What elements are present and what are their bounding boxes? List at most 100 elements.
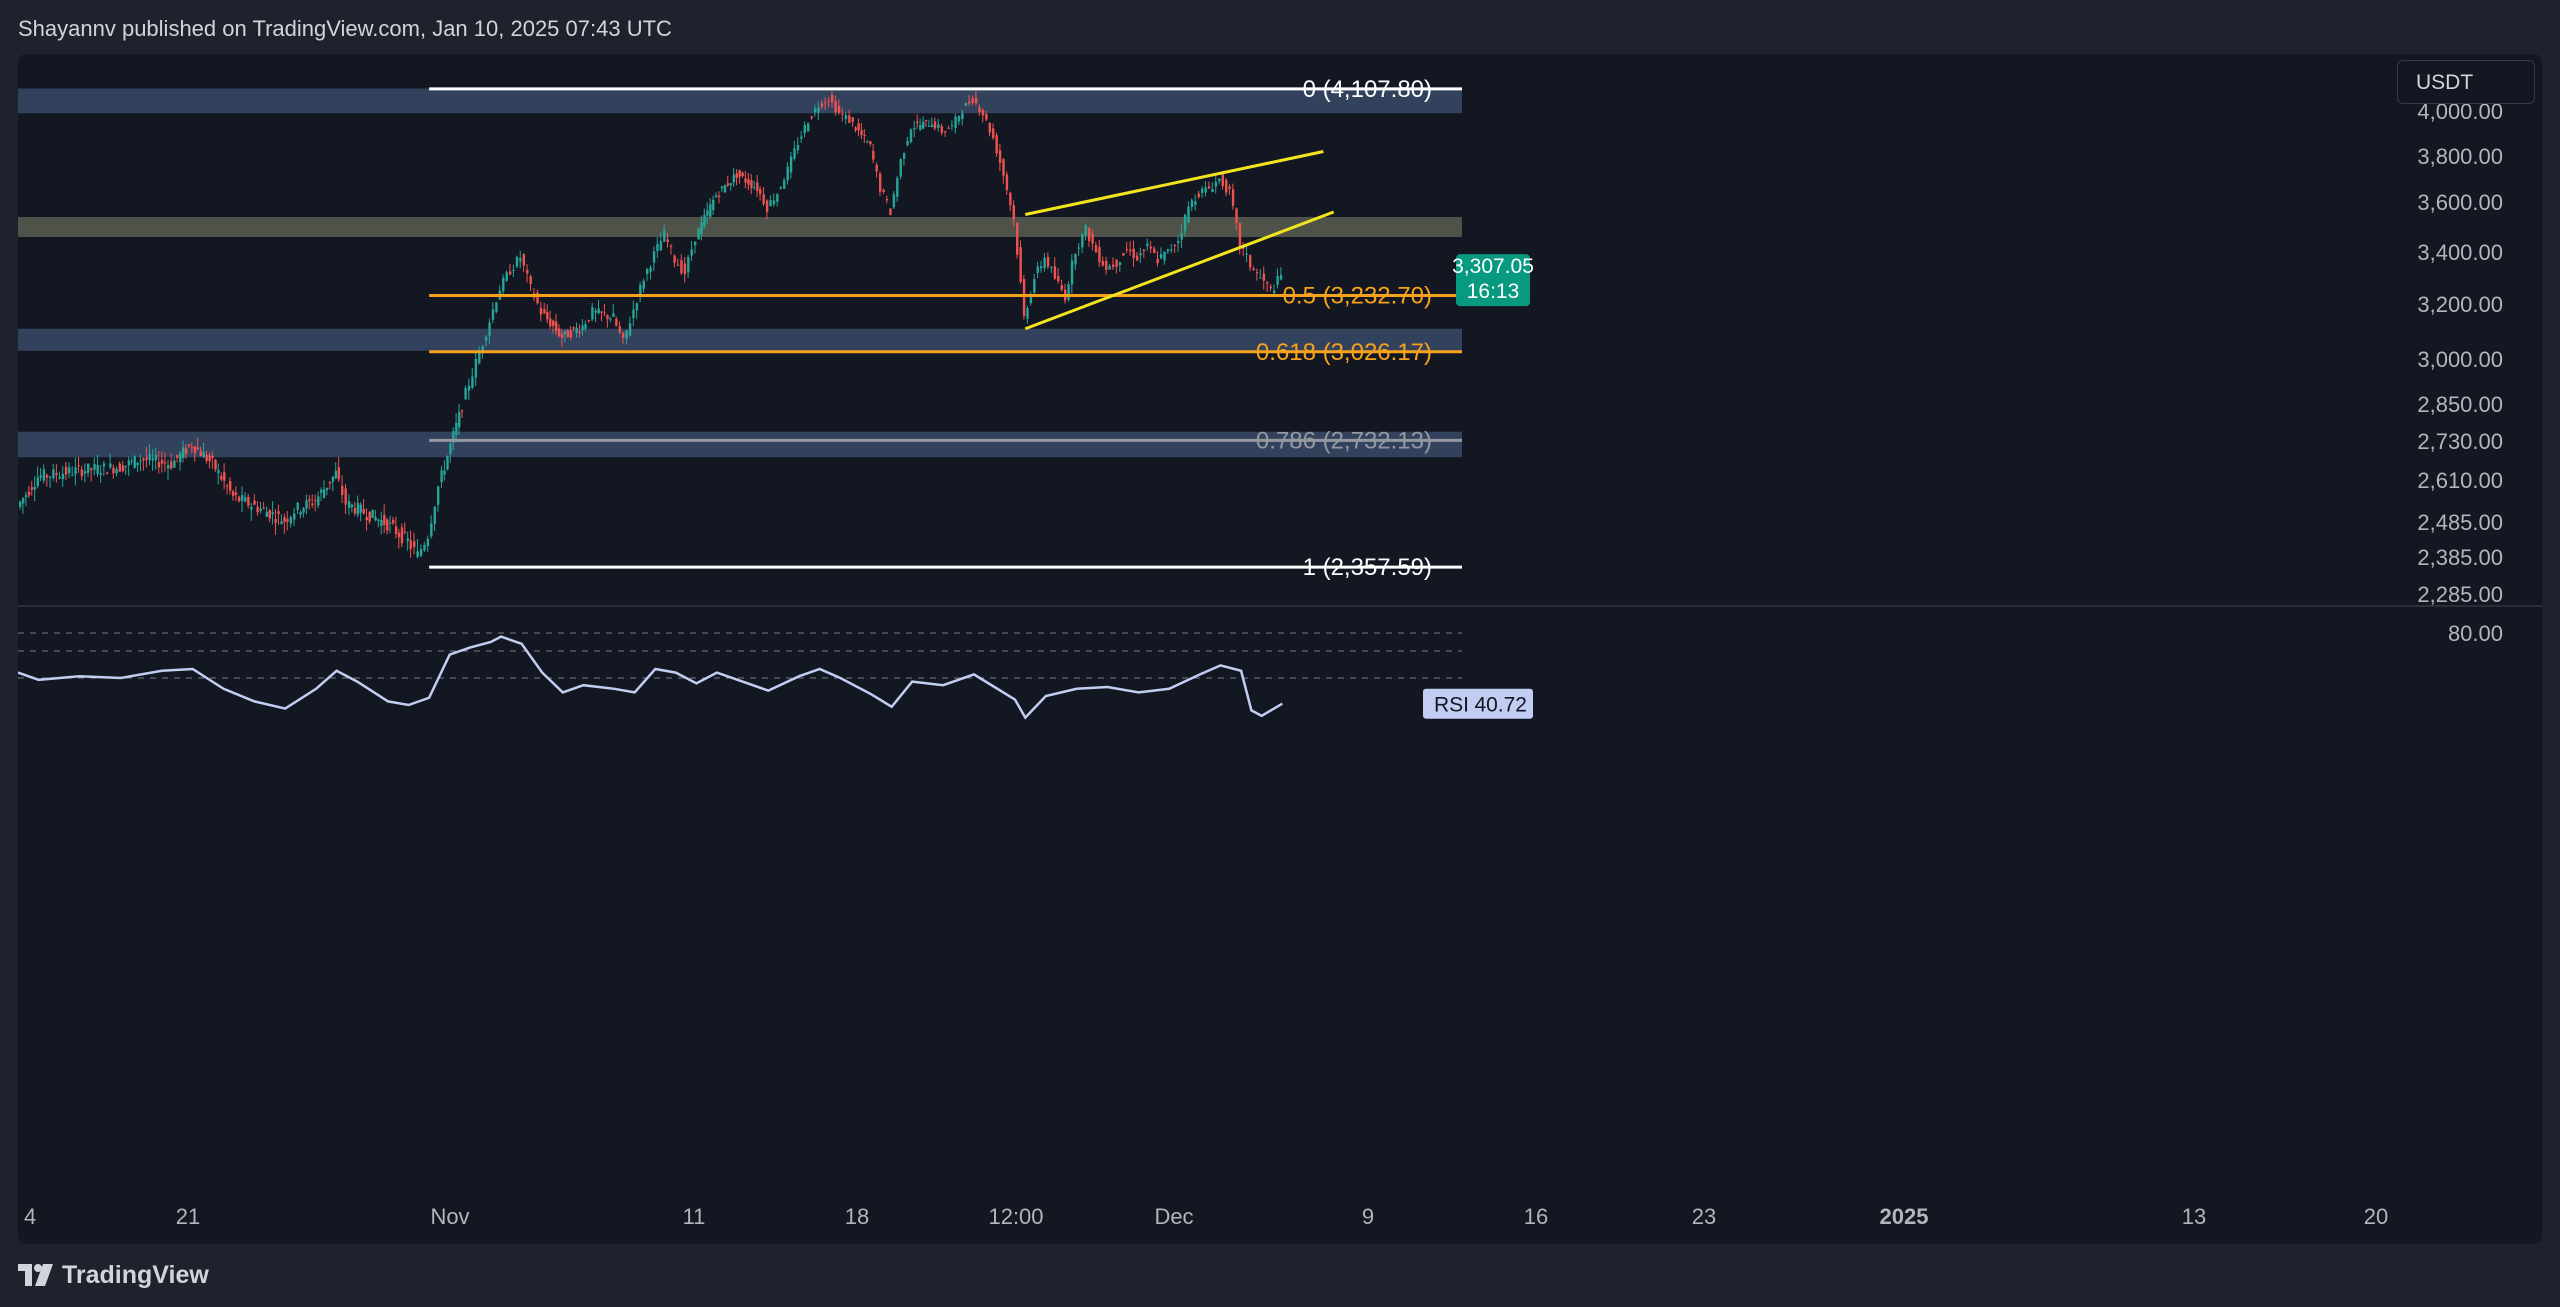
candle-body xyxy=(1129,249,1132,252)
publisher-line: Shayannv published on TradingView.com, J… xyxy=(18,16,672,41)
candle-body xyxy=(19,501,22,508)
candle-body xyxy=(680,260,683,274)
candle-body xyxy=(49,476,52,478)
candle-body xyxy=(1105,260,1108,270)
tradingview-logo[interactable]: TradingView xyxy=(18,1258,209,1292)
price-chart[interactable]: 0 (4,107.80) 0.5 (3,232.70) 0.618 (3,026.1… xyxy=(18,54,2542,1244)
last-price-countdown: 16:13 xyxy=(1467,280,1520,303)
candle-body xyxy=(759,189,762,194)
candle-body xyxy=(250,506,253,510)
candle-body xyxy=(317,496,320,506)
candle-body xyxy=(649,267,652,272)
candle-body xyxy=(971,98,974,103)
candle-body xyxy=(409,540,412,549)
candle-body xyxy=(1207,186,1211,189)
candle-body xyxy=(39,475,42,478)
candle-body xyxy=(265,511,269,517)
candle-body xyxy=(151,458,154,461)
candle-body xyxy=(241,495,244,502)
candle-body xyxy=(474,358,478,378)
candle-body xyxy=(33,487,37,490)
candle-body xyxy=(854,127,857,131)
candle-body xyxy=(609,318,612,320)
candle-body xyxy=(299,512,302,515)
candle-body xyxy=(314,500,317,502)
candle-body xyxy=(58,476,61,479)
candle-body xyxy=(572,327,575,329)
candle-body xyxy=(64,466,68,475)
candle-body xyxy=(666,239,669,243)
candle-body xyxy=(594,310,597,313)
candle-body xyxy=(1111,264,1115,267)
x-axis-tick: 20 xyxy=(2364,1204,2388,1229)
wedge-upper-line xyxy=(1024,150,1324,216)
candle-body xyxy=(389,522,392,524)
candle-body xyxy=(413,541,416,548)
candle-body xyxy=(455,422,458,435)
candle-body xyxy=(756,182,759,191)
candle-body xyxy=(1040,266,1043,269)
candle-body xyxy=(142,458,145,461)
candle-body xyxy=(720,186,724,189)
candle-body xyxy=(851,117,854,122)
candle-body xyxy=(247,496,250,506)
fib-level-label: 0.618 (3,026.17) xyxy=(1256,339,1432,366)
candle-body xyxy=(1269,286,1272,289)
candle-body xyxy=(735,173,738,179)
candle-body xyxy=(446,456,449,470)
candle-body xyxy=(1070,260,1074,285)
candle-body xyxy=(820,103,824,107)
candle-body xyxy=(374,517,377,521)
candle-body xyxy=(505,272,508,281)
candle-body xyxy=(268,510,272,519)
x-axis-tick: 18 xyxy=(845,1204,869,1229)
candle-body xyxy=(896,178,899,197)
candle-body xyxy=(1218,178,1221,182)
candle-body xyxy=(786,166,789,181)
candle-body xyxy=(1279,274,1283,280)
candle-body xyxy=(199,451,203,457)
candle-body xyxy=(584,324,587,329)
candle-body xyxy=(715,195,718,198)
candle-body xyxy=(277,511,280,515)
candle-body xyxy=(1166,249,1170,252)
candle-body xyxy=(80,469,84,477)
candle-body xyxy=(703,214,706,227)
candle-body xyxy=(464,388,467,400)
candle-body xyxy=(632,309,635,318)
candle-body xyxy=(659,241,663,251)
candle-body xyxy=(371,509,374,518)
currency-selector-button[interactable]: USDT xyxy=(2397,60,2535,104)
candle-body xyxy=(1084,225,1087,236)
candle-body xyxy=(90,468,93,471)
candle-body xyxy=(683,263,687,275)
candle-body xyxy=(1108,266,1111,270)
x-axis-tick: 4 xyxy=(24,1204,36,1229)
candle-body xyxy=(919,124,922,130)
candle-body xyxy=(656,243,659,251)
candle-body xyxy=(347,500,351,508)
candle-body xyxy=(286,519,289,522)
y-axis-tick: 2,485.00 xyxy=(2417,510,2503,535)
candle-body xyxy=(368,511,371,522)
candle-body xyxy=(77,465,80,467)
x-axis-tick: 23 xyxy=(1692,1204,1716,1229)
candle-body xyxy=(184,448,188,455)
candle-body xyxy=(24,495,28,498)
zone-supply-1 xyxy=(18,217,1462,237)
candle-body xyxy=(293,513,296,520)
candle-body xyxy=(906,141,909,146)
chart-area[interactable]: 0 (4,107.80) 0.5 (3,232.70) 0.618 (3,026.1… xyxy=(18,54,2542,1244)
candle-body xyxy=(1187,206,1190,223)
candle-body xyxy=(193,446,197,454)
candle-body xyxy=(426,538,430,547)
candle-body xyxy=(603,312,606,314)
y-axis-tick: 3,800.00 xyxy=(2417,144,2503,169)
zone-demand-3 xyxy=(18,431,1462,458)
candle-body xyxy=(526,269,529,274)
candle-body xyxy=(857,123,860,131)
y-axis-tick: 2,610.00 xyxy=(2417,468,2503,493)
candle-body xyxy=(280,521,283,524)
candle-body xyxy=(289,517,293,524)
candle-body xyxy=(831,94,834,103)
